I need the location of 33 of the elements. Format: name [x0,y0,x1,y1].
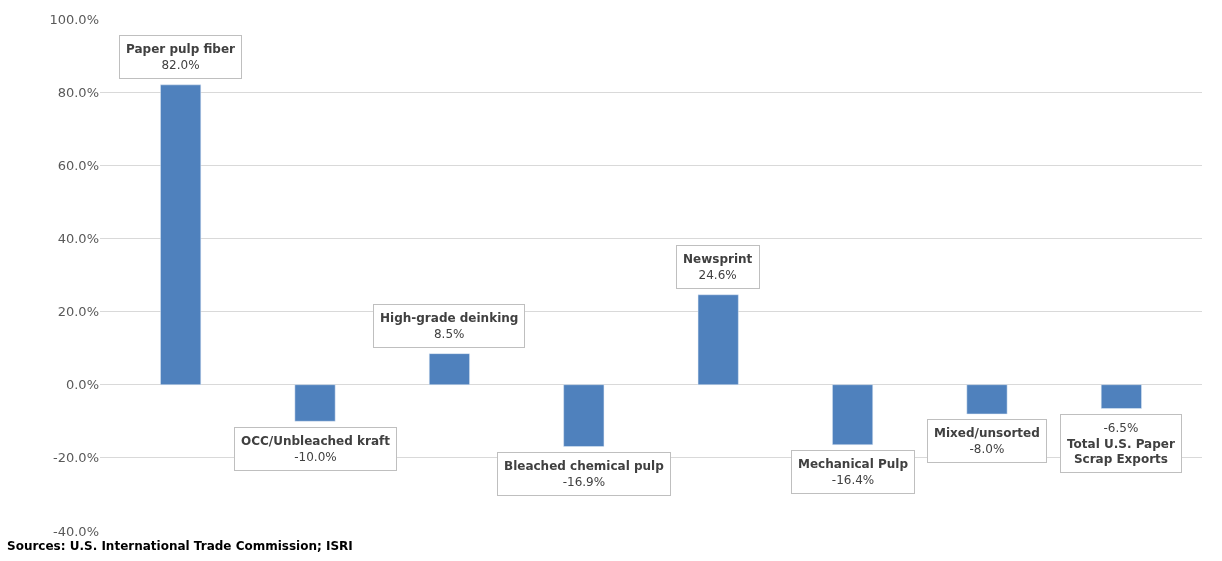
x-tick-label: Total U.S. Paper Scrap Exports [1067,436,1175,467]
y-tick-label: 0.0% [65,377,99,393]
x-tick-label: OCC/Unbleached kraft [241,434,391,448]
bar [966,384,1008,415]
data-label: 24.6% [698,267,737,282]
data-label: 82.0% [161,57,200,72]
data-label: -16.4% [831,472,875,487]
bar [294,384,336,422]
y-tick-label: 100.0% [49,11,99,27]
data-label: -16.9% [562,474,606,489]
x-tick-label: Newsprint [683,252,753,266]
x-tick-label: High-grade deinking [380,311,519,325]
data-label: -8.0% [969,441,1005,456]
x-tick-label: Paper pulp fiber [126,42,236,56]
bar [563,384,605,447]
y-tick-label: 20.0% [57,304,99,320]
bar [160,84,202,385]
bar [1100,384,1142,409]
source-note: Sources: U.S. International Trade Commission; ISRI [7,539,353,553]
y-tick-label: 40.0% [57,230,99,246]
y-tick-label: 80.0% [57,84,99,100]
bar [697,294,739,385]
x-tick-label: Bleached chemical pulp [504,459,665,473]
data-label: 8.5% [433,326,465,341]
x-tick-label: Mechanical Pulp [798,457,909,471]
x-tick-label: Mixed/unsorted [934,426,1040,440]
data-label: -6.5% [1103,421,1139,435]
y-tick-label: 60.0% [57,157,99,173]
data-label: -10.0% [294,449,337,464]
bar [429,353,470,385]
y-tick-label: -20.0% [53,450,99,466]
bar [832,384,873,445]
y-tick-label: -40.0% [53,523,99,539]
